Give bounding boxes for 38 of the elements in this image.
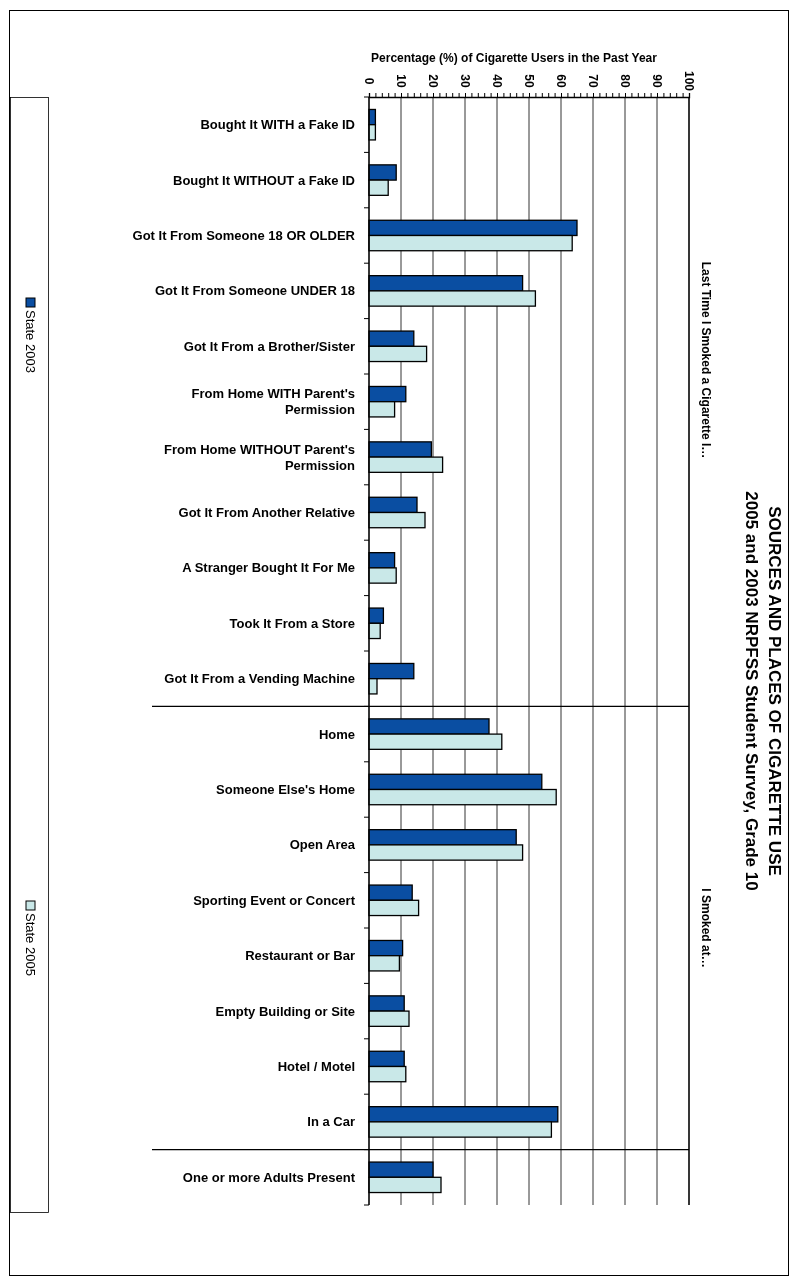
y-tick-label: Empty Building or Site	[215, 1003, 355, 1019]
text: Last Time I Smoked a Cigarette I…	[699, 261, 713, 459]
x-tick-label: 80	[618, 74, 632, 88]
y-tick-label: Sporting Event or Concert	[193, 892, 356, 908]
text: I Smoked at…	[699, 888, 713, 968]
y-tick-label: Home	[318, 726, 355, 742]
y-tick-label: A Stranger Bought It For Me	[182, 560, 355, 576]
x-axis-title: Percentage (%) of Cigarette Users in the Past Year	[371, 51, 658, 65]
x-tick-label: 90	[650, 74, 664, 88]
y-tick-label: Got It From Someone 18 OR OLDER	[132, 228, 356, 243]
x-tick-label: 40	[490, 74, 504, 88]
legend-label: State 2003	[22, 310, 38, 373]
x-tick-label: 50	[522, 74, 536, 88]
x-tick-label: 100	[682, 70, 696, 92]
y-tick-label: Took It From a Store	[229, 615, 355, 631]
y-tick-label: Bought It WITHOUT a Fake ID	[173, 172, 355, 188]
x-tick-label: 60	[554, 74, 568, 88]
legend-label: State 2005	[22, 913, 38, 976]
x-tick-label: 10	[394, 74, 408, 88]
y-tick-label: In a Car	[307, 1114, 355, 1130]
y-tick-label: Someone Else's Home	[216, 782, 355, 797]
y-tick-label: Got It From Someone UNDER 18	[154, 283, 355, 299]
y-tick-label: Got It From Another Relative	[178, 505, 355, 520]
text: SOURCES AND PLACES OF CIGARETTE USE	[764, 506, 784, 876]
y-tick-label: Got It From a Brother/Sister	[183, 338, 355, 354]
y-tick-label: From Home WITH Parent's Permission	[191, 386, 356, 418]
x-tick-label: 0	[362, 77, 376, 85]
y-tick-label: Got It From a Vending Machine	[164, 671, 355, 687]
x-tick-label: 70	[586, 74, 600, 88]
y-tick-label: Bought It WITH a Fake ID	[200, 117, 355, 133]
x-tick-label: 30	[458, 74, 472, 88]
x-tick-label: 20	[426, 74, 440, 88]
y-tick-label: Open Area	[289, 837, 356, 853]
y-tick-label: One or more Adults Present	[182, 1169, 356, 1185]
y-tick-label: From Home WITHOUT Parent's Permission	[164, 441, 356, 473]
y-tick-label: Restaurant or Bar	[245, 948, 355, 964]
y-tick-label: Hotel / Motel	[277, 1059, 355, 1074]
text: 2005 and 2003 NRPFSS Student Survey, Grade 10	[741, 491, 761, 891]
